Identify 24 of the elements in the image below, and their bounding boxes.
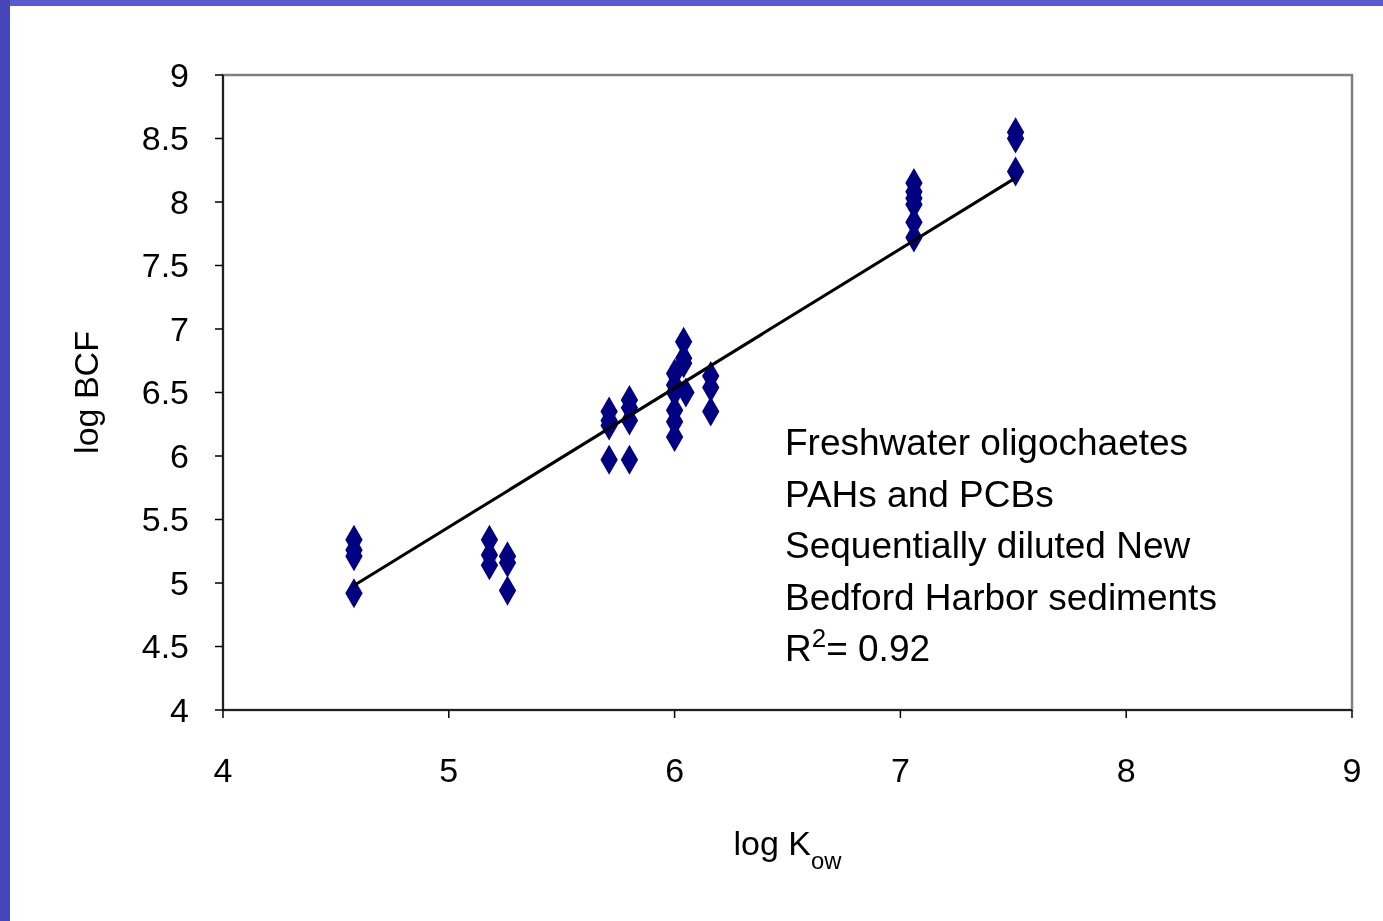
x-tick-label: 7	[890, 751, 910, 789]
y-tick-label: 9	[170, 55, 189, 94]
y-tick-label: 6	[170, 436, 189, 475]
x-tick-label: 8	[1116, 751, 1136, 789]
x-axis-title: log K$_{ow}$	[733, 824, 843, 874]
y-tick-label: 7.5	[141, 246, 189, 285]
y-axis-title: log BCF	[67, 331, 105, 454]
y-tick-label: 5.5	[141, 500, 189, 539]
x-tick-label: 5	[439, 751, 459, 789]
x-tick-label: 9	[1342, 751, 1362, 789]
annotation: Bedford Harbor sediments	[785, 576, 1217, 618]
y-tick-label: 5	[170, 563, 189, 602]
y-tick-label: 4.5	[141, 627, 189, 666]
y-tick-label: 7	[170, 309, 189, 348]
y-tick-label: 4	[170, 690, 189, 729]
annotation: R$^{2}$= 0.92	[785, 624, 931, 669]
y-tick-label: 8	[170, 182, 189, 221]
x-tick-label: 4	[213, 751, 233, 789]
annotation: Freshwater oligochaetes	[785, 422, 1189, 463]
y-tick-label: 8.5	[141, 119, 189, 158]
x-tick-label: 6	[665, 751, 685, 789]
annotation: PAHs and PCBs	[785, 473, 1054, 515]
annotation: Sequentially diluted New	[785, 525, 1191, 566]
y-tick-label: 6.5	[141, 373, 189, 412]
